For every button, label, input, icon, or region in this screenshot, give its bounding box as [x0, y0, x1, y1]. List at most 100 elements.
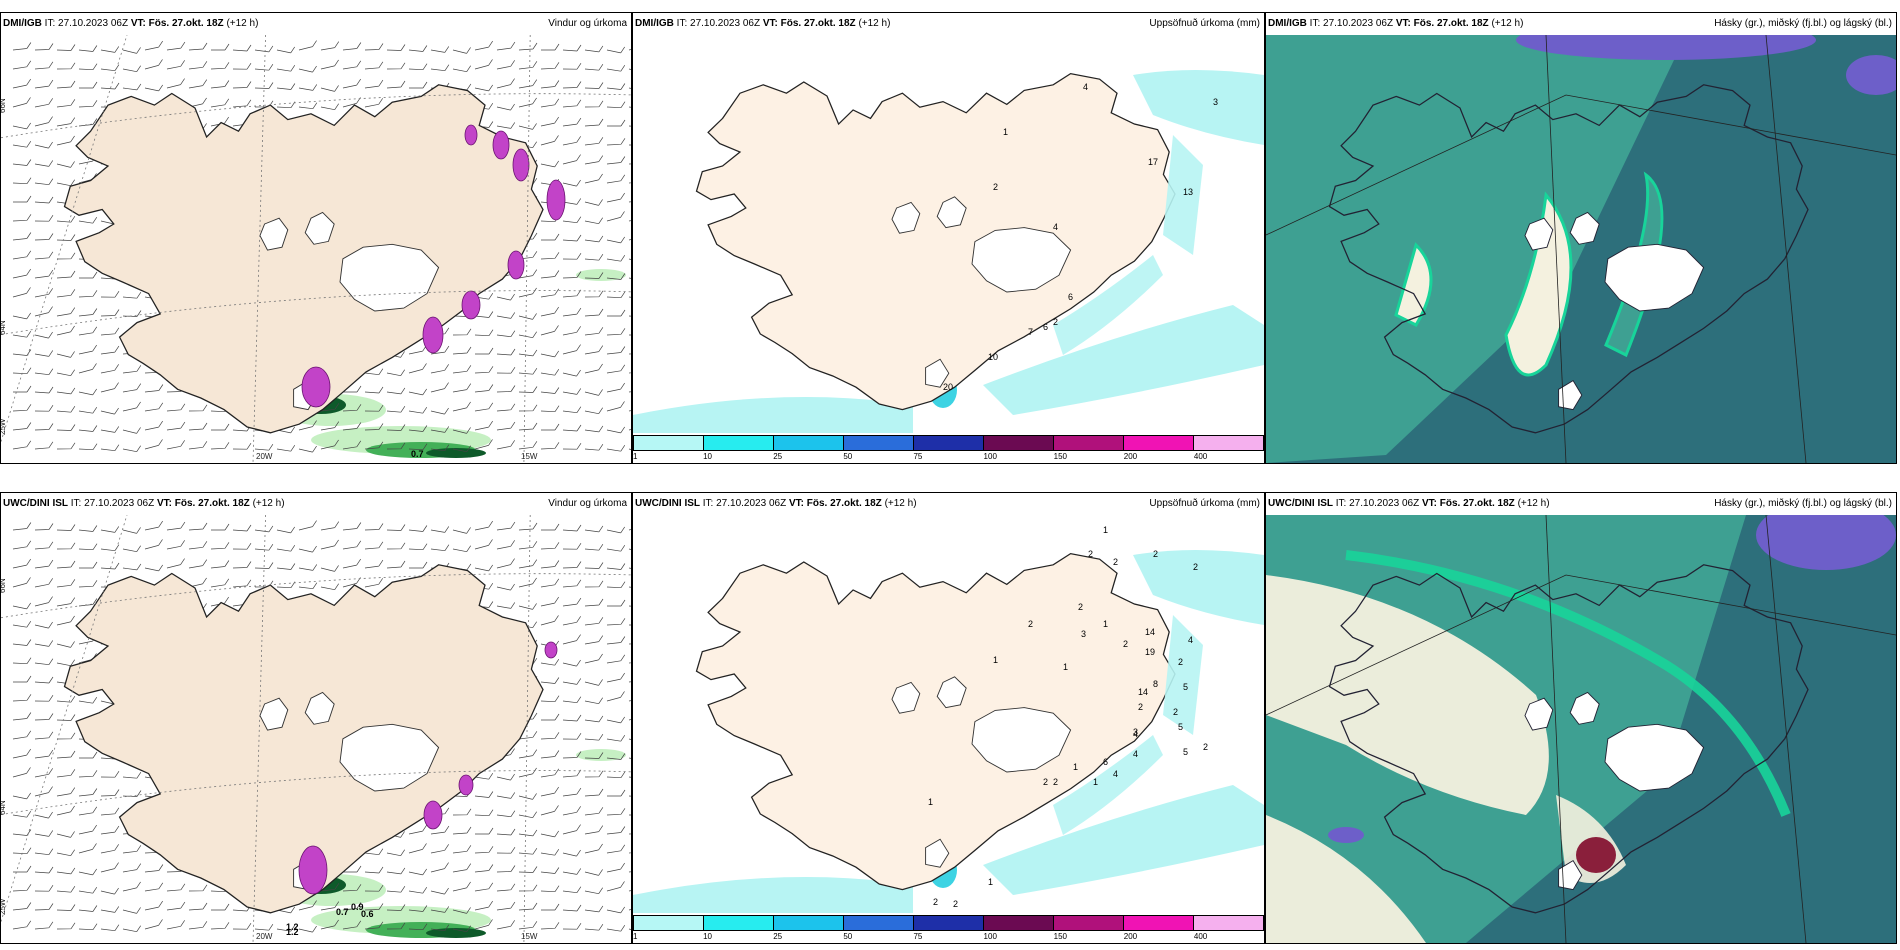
accum-area [983, 305, 1264, 415]
wind-barb [386, 44, 406, 51]
wind-barb [430, 844, 449, 854]
panel-title: Vindur og úrkoma [548, 18, 627, 29]
panel-header: DMI/IGB IT: 27.10.2023 06Z VT: Fös. 27.o… [1, 13, 631, 35]
wind-barb [298, 40, 317, 51]
wind-barb [496, 440, 515, 450]
wind-barb [496, 602, 516, 609]
model-label: DMI/IGB [3, 18, 42, 29]
wind-barb [518, 404, 538, 412]
wind-barb [452, 881, 471, 892]
wind-barb [606, 426, 625, 434]
wind-barb [34, 233, 54, 241]
wind-barb [408, 923, 428, 931]
wind-barb [606, 906, 625, 914]
wind-barb [56, 44, 76, 51]
wind-barb [78, 868, 97, 876]
wind-barb [298, 65, 317, 73]
wind-barb [100, 382, 119, 393]
wind-barb [342, 404, 362, 412]
accum-value-label: 4 [1053, 222, 1058, 232]
model-label: UWC/DINI ISL [3, 498, 68, 509]
wind-barb [584, 905, 604, 913]
iceland-coastline [695, 552, 1176, 891]
wind-barb [232, 579, 252, 588]
wind-barb [496, 348, 516, 356]
wind-barb [496, 901, 516, 911]
convective-cell [298, 845, 328, 895]
accum-value-label: 4 [1113, 769, 1118, 779]
graticule-line [1, 515, 128, 922]
colorbar-tick-label: 1 [633, 932, 638, 941]
wind-barb [79, 561, 98, 569]
wind-barb [188, 559, 208, 569]
colorbar-tick-label: 50 [843, 452, 853, 461]
wind-barb [12, 78, 31, 89]
wind-barb [540, 805, 559, 816]
wind-barb [78, 344, 97, 355]
wind-barb [408, 868, 427, 876]
wind-barb [606, 735, 626, 742]
wind-barb [606, 808, 626, 816]
panel-r1-wind: DMI/IGB IT: 27.10.2023 06Z VT: Fös. 27.o… [0, 12, 632, 464]
accum-value-label: 13 [1183, 187, 1193, 197]
wind-barb [12, 639, 32, 646]
panel-title: Hásky (gr.), miðský (fj.bl.) og lágský (… [1714, 18, 1892, 29]
wind-barb [474, 864, 494, 873]
wind-barb [144, 59, 163, 70]
wind-barb [232, 63, 252, 70]
wind-barb [540, 116, 559, 127]
wind-barb [606, 445, 626, 452]
low-cloud-area [1846, 55, 1896, 95]
wind-barb [56, 424, 76, 431]
wind-barb [34, 423, 54, 431]
precip-value-label: 0.7 [411, 449, 424, 459]
land-layer [695, 552, 1176, 891]
lon-label: 15W [521, 932, 538, 941]
valid-time: VT: Fös. 27.okt. 18Z [788, 498, 882, 509]
wind-barb [452, 808, 472, 816]
wind-barb [34, 596, 53, 607]
wind-barb [562, 424, 582, 432]
wind-barb [254, 562, 274, 569]
glacier-outline [936, 676, 967, 709]
wind-barb [56, 351, 75, 358]
wind-barb [34, 830, 54, 837]
wind-barb [496, 865, 516, 873]
wind-barb [34, 306, 53, 317]
accum-value-label: 2 [993, 182, 998, 192]
panel-r2-accum: UWC/DINI ISL IT: 27.10.2023 06Z VT: Fös.… [632, 492, 1265, 944]
wind-barb [606, 401, 625, 412]
wind-barb [34, 141, 53, 149]
wind-barb [34, 541, 54, 550]
panel-r2-cloud: UWC/DINI ISL IT: 27.10.2023 06Z VT: Fös.… [1265, 492, 1897, 944]
wind-barb [584, 327, 604, 336]
wind-barb [166, 883, 186, 892]
wind-barb [430, 924, 450, 932]
wind-barb [474, 366, 494, 374]
wind-barb [540, 768, 560, 778]
wind-barb [518, 422, 538, 431]
wind-barb [79, 751, 98, 759]
wind-barb [540, 732, 560, 740]
model-label: DMI/IGB [1268, 18, 1307, 29]
wind-barb [188, 422, 208, 431]
wind-barb [496, 828, 516, 836]
wind-barb [474, 420, 493, 431]
wind-barb [56, 615, 75, 626]
accum-value-label: 10 [988, 352, 998, 362]
colorbar-ticks: 1 10 25 50 75 100 150 200 400 [633, 451, 1264, 463]
wind-barb [606, 156, 626, 165]
wind-barb [56, 387, 76, 395]
wind-barb [342, 78, 361, 89]
wind-barb [452, 925, 471, 933]
wind-barb [606, 545, 626, 552]
wind-barb [452, 328, 472, 336]
glacier-outline [304, 691, 335, 725]
wind-barb [232, 99, 252, 108]
wind-barb [342, 522, 362, 531]
accum-value-label: 2 [1043, 777, 1048, 787]
wind-barb [166, 558, 185, 569]
init-time: IT: 27.10.2023 06Z [1309, 18, 1394, 29]
wind-barb [562, 868, 582, 875]
wind-barb [540, 849, 560, 856]
